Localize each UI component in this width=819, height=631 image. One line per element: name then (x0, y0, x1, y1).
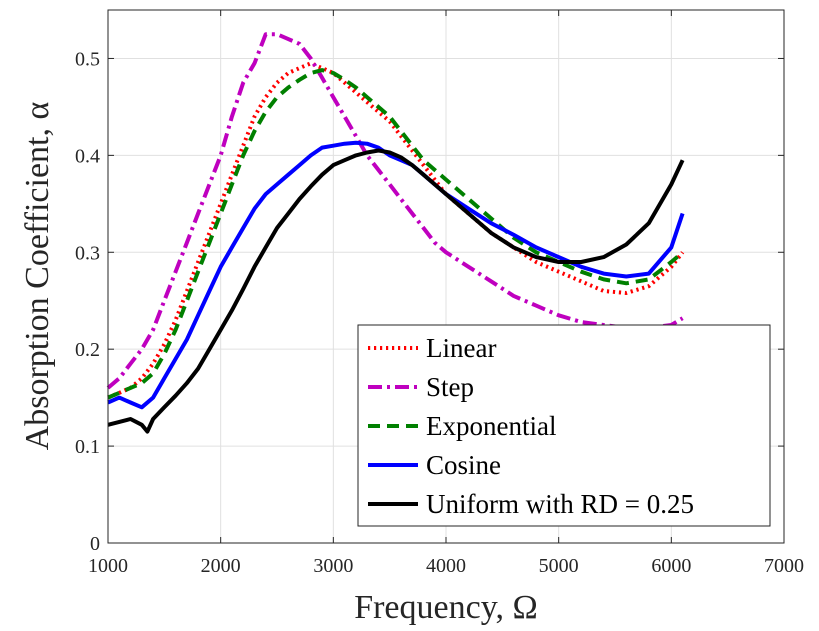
legend-label-3: Exponential (426, 411, 556, 441)
x-axis-label: Frequency, Ω (354, 589, 538, 626)
legend-label-4: Cosine (426, 450, 501, 480)
x-tick-labels: 1000 2000 3000 4000 5000 6000 7000 (88, 555, 804, 577)
x-tick-label: 6000 (651, 555, 691, 577)
legend: Linear Step Exponential Cosine Uniform with … (358, 325, 770, 526)
x-tick-label: 5000 (539, 555, 579, 577)
y-axis-label: Absorption Coefficient, α (19, 102, 56, 451)
legend-label-2: Step (426, 372, 474, 402)
y-tick-label: 0.3 (75, 242, 100, 264)
x-tick-label: 2000 (201, 555, 241, 577)
y-tick-label: 0.2 (75, 339, 100, 361)
y-tick-label: 0.5 (75, 48, 100, 70)
x-tick-label: 4000 (426, 555, 466, 577)
y-tick-label: 0.4 (75, 145, 100, 167)
x-tick-label: 3000 (313, 555, 353, 577)
y-tick-label: 0 (90, 533, 100, 555)
y-tick-labels: 0 0.1 0.2 0.3 0.4 0.5 (75, 48, 100, 555)
x-tick-label: 1000 (88, 555, 128, 577)
legend-label-5: Uniform with RD = 0.25 (426, 489, 694, 519)
y-tick-label: 0.1 (75, 436, 100, 458)
legend-label-1: Linear (426, 333, 496, 363)
x-tick-label: 7000 (764, 555, 804, 577)
